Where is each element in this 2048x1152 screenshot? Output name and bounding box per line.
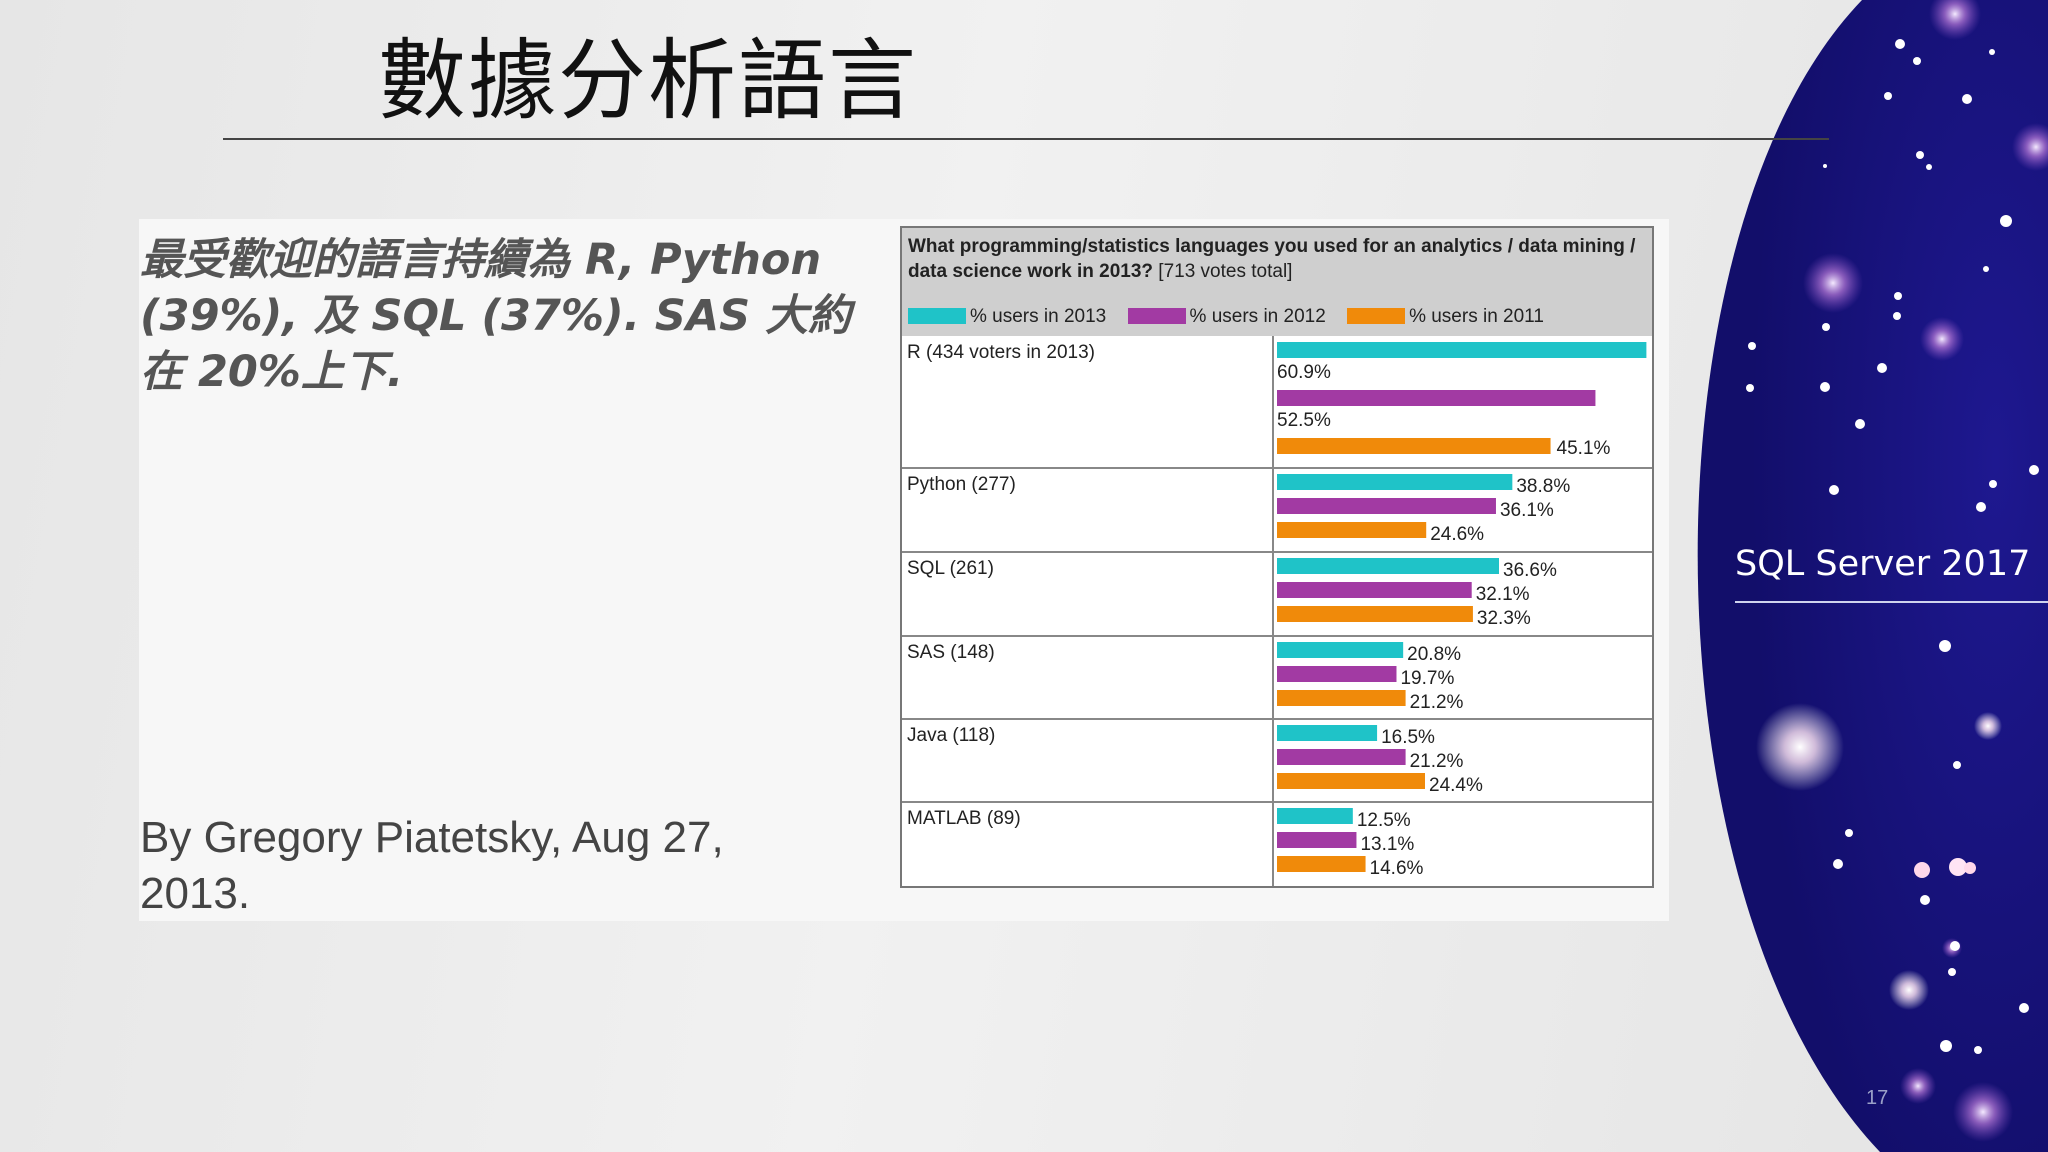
product-name: SQL Server 2017: [1735, 544, 2031, 584]
bar-sql-2011: [1277, 606, 1473, 622]
summary-text: 最受歡迎的語言持續為 R, Python (39%), 及 SQL (37%).…: [140, 235, 852, 397]
bar-python-2012: [1277, 498, 1496, 514]
value-label-python-2012: 36.1%: [1500, 500, 1554, 521]
bar-matlab-2012: [1277, 832, 1357, 848]
legend-label-2011: % users in 2011: [1409, 306, 1544, 327]
bar-r-2012: [1277, 390, 1596, 406]
legend-swatch-2012: [1127, 308, 1186, 324]
chart-title: What programming/statistics languages yo…: [908, 234, 1643, 284]
bar-r-2013: [1277, 342, 1647, 358]
value-label-sas-2011: 21.2%: [1410, 692, 1464, 713]
category-label-python: Python (277): [907, 474, 1016, 495]
value-label-r-2013: 60.9%: [1277, 362, 1331, 383]
chart-header: [902, 228, 1652, 336]
bar-python-2013: [1277, 474, 1513, 490]
value-label-java-2013: 16.5%: [1381, 727, 1435, 748]
slide-number: 17: [1866, 1087, 1889, 1109]
bar-matlab-2011: [1277, 856, 1366, 872]
category-label-matlab: MATLAB (89): [907, 808, 1021, 829]
chart-legend: % users in 2013 % users in 2012 % users …: [908, 306, 1560, 328]
author-credit: By Gregory Piatetsky, Aug 27, 2013.: [140, 813, 724, 918]
legend-label-2013: % users in 2013: [970, 306, 1107, 327]
legend-item-2012: % users in 2012: [1127, 306, 1326, 328]
bar-sas-2013: [1277, 642, 1404, 658]
bar-r-2011: [1277, 438, 1551, 454]
bar-sql-2013: [1277, 558, 1499, 574]
value-label-sql-2012: 32.1%: [1476, 584, 1530, 605]
value-label-r-2011: 45.1%: [1557, 438, 1611, 459]
title-divider: [223, 138, 1829, 140]
bar-java-2011: [1277, 773, 1425, 789]
bar-java-2012: [1277, 749, 1406, 765]
value-label-matlab-2012: 13.1%: [1360, 834, 1414, 855]
chart-plot: R (434 voters in 2013) 60.9% 52.5% 45.1% Pyt…: [902, 336, 1652, 886]
value-label-matlab-2011: 14.6%: [1370, 858, 1424, 879]
value-label-java-2011: 24.4%: [1429, 775, 1483, 796]
legend-label-2012: % users in 2012: [1189, 306, 1326, 327]
value-label-python-2013: 38.8%: [1516, 476, 1570, 497]
bar-sas-2012: [1277, 666, 1397, 682]
slide-title: 數據分析語言: [378, 29, 919, 132]
value-label-python-2011: 24.6%: [1430, 524, 1484, 545]
value-label-sas-2013: 20.8%: [1407, 644, 1461, 665]
value-label-sas-2012: 19.7%: [1400, 668, 1454, 689]
value-label-r-2012: 52.5%: [1277, 410, 1331, 431]
category-label-java: Java (118): [907, 725, 995, 746]
chart-title-note: [713 votes total]: [1158, 261, 1293, 282]
bar-sql-2012: [1277, 582, 1472, 598]
bar-python-2011: [1277, 522, 1427, 538]
bar-java-2013: [1277, 725, 1378, 741]
legend-swatch-2013: [908, 308, 966, 324]
value-label-matlab-2013: 12.5%: [1357, 810, 1411, 831]
legend-swatch-2011: [1347, 308, 1406, 324]
bar-sas-2011: [1277, 690, 1406, 706]
value-label-sql-2013: 36.6%: [1503, 560, 1557, 581]
value-label-java-2012: 21.2%: [1410, 751, 1464, 772]
legend-item-2011: % users in 2011: [1347, 306, 1544, 328]
survey-chart: What programming/statistics languages yo…: [900, 226, 1654, 888]
legend-item-2013: % users in 2013: [908, 306, 1106, 328]
bar-matlab-2013: [1277, 808, 1353, 824]
product-divider: [1735, 601, 2048, 603]
chart-title-question: What programming/statistics languages yo…: [908, 236, 1636, 282]
value-label-sql-2011: 32.3%: [1477, 608, 1531, 629]
category-label-sas: SAS (148): [907, 642, 995, 663]
category-label-r: R (434 voters in 2013): [907, 342, 1095, 363]
category-label-sql: SQL (261): [907, 558, 994, 579]
